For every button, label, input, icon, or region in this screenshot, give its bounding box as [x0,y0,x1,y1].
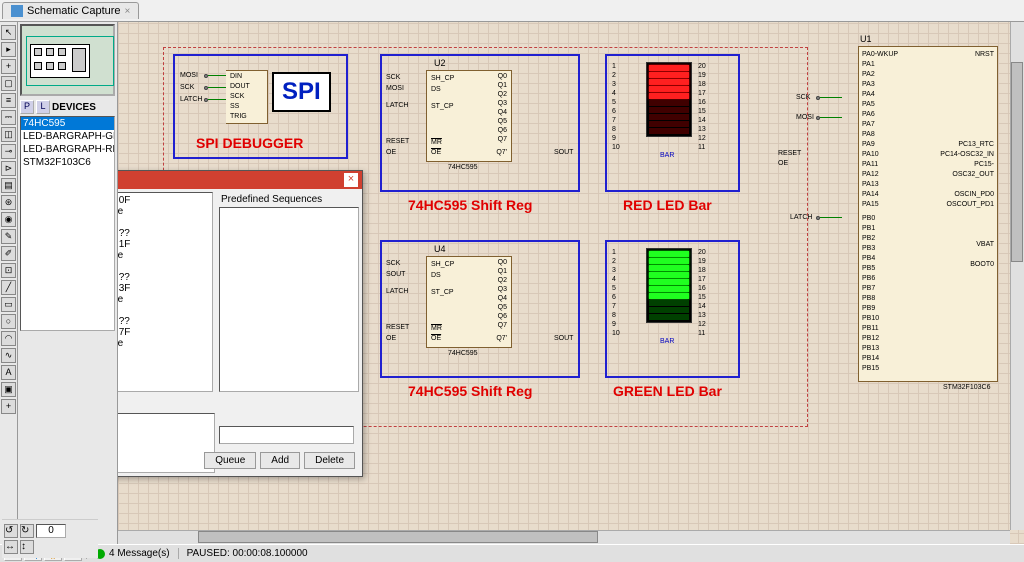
rotate-panel: ↺ ↻ 0 ↔ ↕ [2,519,98,558]
green-bar-label: GREEN LED Bar [613,383,722,399]
status-bar: ▶ ▶| || ■ 4 Message(s) PAUSED: 00:00:08.… [0,544,1024,562]
shift2-label: 74HC595 Shift Reg [408,383,532,399]
devices-header: P L DEVICES [18,98,117,116]
spi-debug-window[interactable]: S × ⊞→6.528 s 6.528 s 0F6.528 s SS Inact… [118,170,363,477]
debug-titlebar[interactable]: S × [118,171,362,189]
queue-button[interactable]: Queue [204,452,256,469]
tab-schematic[interactable]: Schematic Capture × [2,2,139,19]
tool-probe-v[interactable]: ✎ [1,229,16,244]
devices-label: DEVICES [52,102,96,113]
tab-title: Schematic Capture [27,5,121,17]
tool-subckt[interactable]: ◫ [1,127,16,142]
mcu-pins-right: NRST PC13_RTCPC14-OSC32_INPC15-OSC32_OUT… [938,50,994,270]
tool-circle[interactable]: ○ [1,314,16,329]
tool-symbol[interactable]: ▣ [1,382,16,397]
tool-instrument[interactable]: ⊡ [1,263,16,278]
tool-tape[interactable]: ⊛ [1,195,16,210]
tool-path[interactable]: ∿ [1,348,16,363]
shift1-chip[interactable]: SH_CP DS ST_CP MR OE Q0 Q1 Q2 Q3 Q4 Q5 Q… [426,70,512,162]
tool-pointer[interactable]: ↖ [1,25,16,40]
tool-bus[interactable]: ⎓ [1,110,16,125]
library-button[interactable]: L [36,100,50,114]
status-messages[interactable]: 4 Message(s) [86,548,178,559]
predef-label: Predefined Sequences [219,192,359,207]
flip-h-icon[interactable]: ↔ [4,540,18,554]
tool-gen[interactable]: ◉ [1,212,16,227]
spi-port: DIN DOUT SCK SS TRIG [226,70,268,124]
device-list[interactable]: 74HC595 LED-BARGRAPH-GRN LED-BARGRAPH-RE… [20,116,115,331]
tool-rect[interactable]: ▭ [1,297,16,312]
pick-device-button[interactable]: P [20,100,34,114]
status-msg-text: 4 Message(s) [109,548,170,559]
schematic-canvas[interactable]: SPI DIN DOUT SCK SS TRIG MOSI SCK LATCH … [118,22,1024,544]
debug-log[interactable]: ⊞→6.528 s 6.528 s 0F6.528 s SS Inactive7… [118,192,213,392]
red-led-bar [646,62,692,137]
add-button[interactable]: Add [260,452,300,469]
debug-combo[interactable] [219,426,354,444]
tool-line[interactable]: ╱ [1,280,16,295]
tool-pin[interactable]: ⊳ [1,161,16,176]
tool-probe-i[interactable]: ✐ [1,246,16,261]
status-time: PAUSED: 00:00:08.100000 [178,548,316,559]
tool-graph[interactable]: ▤ [1,178,16,193]
rotate-cw-icon[interactable]: ↻ [20,524,34,538]
rotate-angle[interactable]: 0 [36,524,66,538]
spi-debugger-label: SPI DEBUGGER [196,135,303,151]
main-area: ↖ ▸ + ▢ ≡ ⎓ ◫ ⊸ ⊳ ▤ ⊛ ◉ ✎ ✐ ⊡ ╱ ▭ ○ ◠ ∿ … [0,22,1024,544]
tool-label[interactable]: ▢ [1,76,16,91]
buffered-list[interactable] [118,413,215,473]
shift1-label: 74HC595 Shift Reg [408,197,532,213]
flip-v-icon[interactable]: ↕ [20,540,34,554]
device-item[interactable]: LED-BARGRAPH-RED [21,143,114,156]
device-item[interactable]: STM32F103C6 [21,156,114,169]
mcu-pins-pa: PA0-WKUPPA1PA2PA3PA4PA5PA6PA7PA8PA9PA10P… [862,50,898,210]
rotate-ccw-icon[interactable]: ↺ [4,524,18,538]
device-item[interactable]: LED-BARGRAPH-GRN [21,130,114,143]
device-item[interactable]: 74HC595 [21,117,114,130]
debug-close-button[interactable]: × [344,173,358,187]
tab-bar: Schematic Capture × [0,0,1024,22]
red-bar-label: RED LED Bar [623,197,712,213]
toolbar-left: ↖ ▸ + ▢ ≡ ⎓ ◫ ⊸ ⊳ ▤ ⊛ ◉ ✎ ✐ ⊡ ╱ ▭ ○ ◠ ∿ … [0,22,18,544]
side-panel: P L DEVICES 74HC595 LED-BARGRAPH-GRN LED… [18,22,118,544]
tool-arc[interactable]: ◠ [1,331,16,346]
canvas-scroll-h[interactable] [118,530,1010,544]
tool-text2[interactable]: A [1,365,16,380]
tool-marker[interactable]: + [1,399,16,414]
predef-list[interactable] [219,207,359,392]
buffered-label: Buffered Sequences [118,398,359,413]
overview-map[interactable] [20,24,115,96]
spi-logo: SPI [272,72,331,112]
tab-icon [11,5,23,17]
delete-button[interactable]: Delete [304,452,355,469]
tool-junction[interactable]: + [1,59,16,74]
green-led-bar [646,248,692,323]
canvas-scroll-v[interactable] [1010,22,1024,530]
tab-close-icon[interactable]: × [125,6,131,17]
mcu-pins-pb: PB0PB1PB2PB3PB4PB5PB6PB7PB8PB9PB10PB11PB… [862,214,879,374]
tool-component[interactable]: ▸ [1,42,16,57]
shift2-chip[interactable]: SH_CP DS ST_CP MR OE Q0 Q1 Q2 Q3 Q4 Q5 Q… [426,256,512,348]
tool-terminal[interactable]: ⊸ [1,144,16,159]
tool-text[interactable]: ≡ [1,93,16,108]
